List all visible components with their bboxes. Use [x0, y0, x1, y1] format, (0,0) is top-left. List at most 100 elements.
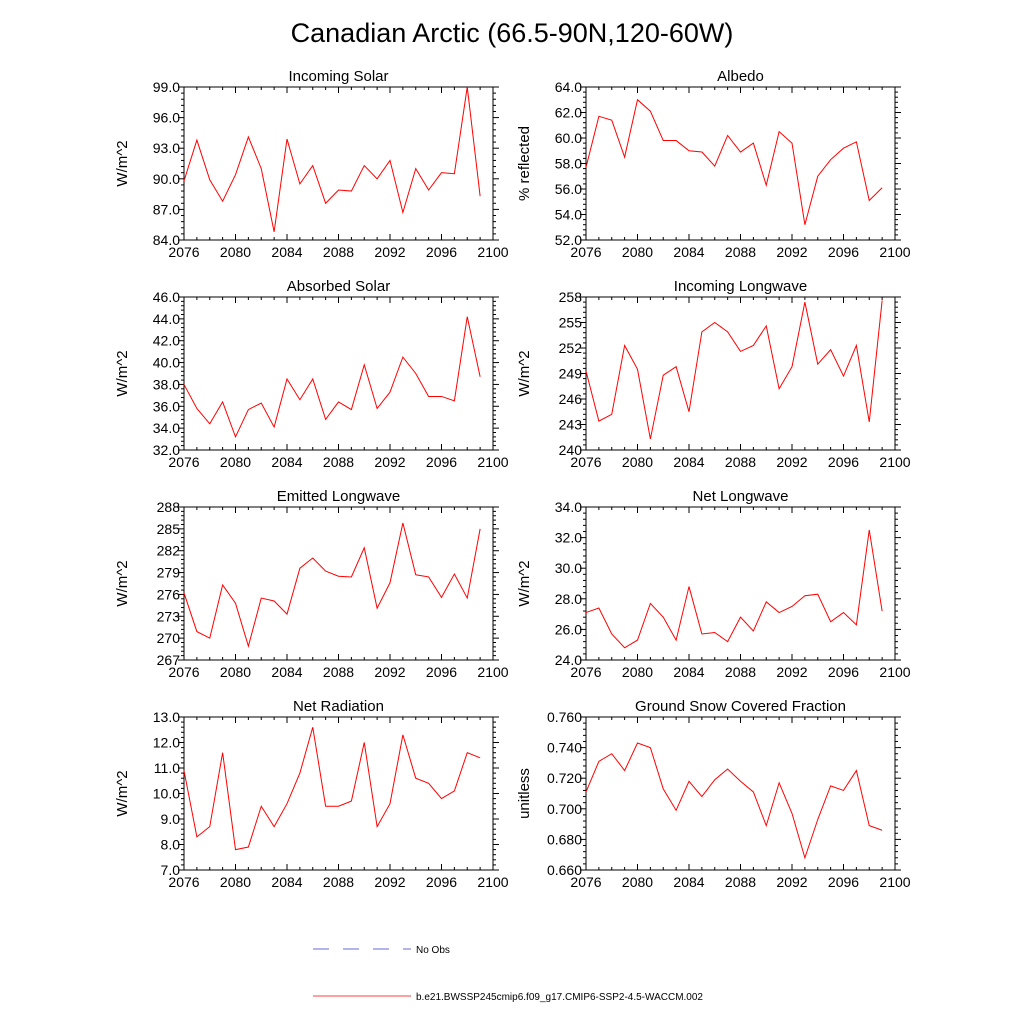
x-tick-label: 2100 — [879, 244, 910, 260]
panel-emitted-longwave: Emitted Longwave W/m^2 2076 2080 2084 2088 209… — [114, 488, 509, 680]
x-tick-label: 2100 — [879, 874, 910, 890]
y-tick-label: 32.0 — [555, 530, 582, 546]
series-line-incoming-longwave — [586, 300, 882, 439]
series-line-absorbed-solar — [184, 317, 480, 437]
y-axis-label: W/m^2 — [516, 350, 533, 396]
figure: Canadian Arctic (66.5-90N,120-60W) Incom… — [0, 0, 1024, 1024]
x-tick-label: 2092 — [374, 244, 405, 260]
plot-frame — [184, 87, 493, 240]
main-title: Canadian Arctic (66.5-90N,120-60W) — [291, 18, 734, 48]
y-tick-label: 54.0 — [555, 207, 582, 223]
plot-frame — [586, 507, 895, 660]
y-tick-label: 58.0 — [555, 156, 582, 172]
y-tick-label: 0.660 — [547, 862, 582, 878]
series-line-emitted-longwave — [184, 523, 480, 646]
x-tick-label: 2100 — [477, 454, 508, 470]
legend-model-label: b.e21.BWSSP245cmip6.f09_g17.CMIP6-SSP2-4… — [416, 992, 703, 1003]
y-tick-label: 99.0 — [153, 79, 180, 95]
legend: No Obs b.e21.BWSSP245cmip6.f09_g17.CMIP6… — [313, 945, 703, 1003]
y-tick-label: 87.0 — [153, 201, 180, 217]
y-tick-label: 28.0 — [555, 591, 582, 607]
panel-title: Absorbed Solar — [287, 278, 390, 295]
y-tick-label: 240 — [559, 442, 583, 458]
x-tick-label: 2092 — [776, 454, 807, 470]
y-tick-label: 0.680 — [547, 831, 582, 847]
x-tick-label: 2088 — [725, 664, 756, 680]
x-tick-label: 2096 — [828, 244, 859, 260]
x-tick-label: 2084 — [673, 454, 704, 470]
y-tick-label: 252 — [559, 340, 583, 356]
y-tick-label: 36.0 — [153, 398, 180, 414]
plot-frame — [586, 717, 895, 870]
y-axis-label: W/m^2 — [114, 140, 131, 186]
x-tick-label: 2100 — [879, 454, 910, 470]
plot-frame — [184, 507, 493, 660]
y-tick-label: 258 — [559, 289, 583, 305]
plot-frame — [184, 297, 493, 450]
y-tick-label: 34.0 — [153, 420, 180, 436]
x-tick-label: 2096 — [426, 874, 457, 890]
y-tick-label: 7.0 — [161, 862, 181, 878]
x-tick-label: 2088 — [725, 874, 756, 890]
y-tick-label: 8.0 — [161, 837, 181, 853]
panel-title: Emitted Longwave — [277, 488, 400, 505]
x-tick-label: 2100 — [477, 874, 508, 890]
y-tick-label: 60.0 — [555, 130, 582, 146]
y-tick-label: 46.0 — [153, 289, 180, 305]
y-tick-label: 62.0 — [555, 105, 582, 121]
x-tick-label: 2096 — [828, 454, 859, 470]
x-tick-label: 2084 — [271, 454, 302, 470]
x-tick-label: 2080 — [220, 664, 251, 680]
y-tick-label: 0.720 — [547, 770, 582, 786]
x-tick-label: 2084 — [271, 664, 302, 680]
y-tick-label: 90.0 — [153, 171, 180, 187]
x-tick-label: 2088 — [725, 244, 756, 260]
x-tick-label: 2096 — [828, 664, 859, 680]
x-tick-label: 2088 — [323, 664, 354, 680]
y-tick-label: 267 — [157, 652, 181, 668]
x-tick-label: 2100 — [477, 244, 508, 260]
x-tick-label: 2088 — [323, 874, 354, 890]
x-tick-label: 2084 — [673, 874, 704, 890]
y-tick-label: 42.0 — [153, 333, 180, 349]
x-tick-label: 2088 — [323, 454, 354, 470]
y-tick-label: 249 — [559, 366, 583, 382]
panel-incoming-longwave: Incoming LongwaveW/m^22076 2080 2084 2088 20… — [516, 278, 911, 470]
x-tick-label: 2080 — [220, 244, 251, 260]
y-axis-label: W/m^2 — [114, 560, 131, 606]
y-tick-label: 255 — [559, 315, 583, 331]
y-tick-label: 13.0 — [153, 709, 180, 725]
panel-title: Incoming Longwave — [674, 278, 807, 295]
x-tick-label: 2084 — [271, 244, 302, 260]
panel-title: Net Longwave — [693, 488, 789, 505]
y-tick-label: 273 — [157, 608, 181, 624]
x-tick-label: 2092 — [776, 244, 807, 260]
y-tick-label: 38.0 — [153, 376, 180, 392]
x-tick-label: 2080 — [622, 874, 653, 890]
series-line-albedo — [586, 100, 882, 225]
y-tick-label: 52.0 — [555, 232, 582, 248]
panel-ground-snow-covered-fraction: Ground Snow Covered Fraction unitless 2076… — [516, 698, 911, 890]
x-tick-label: 2088 — [323, 244, 354, 260]
y-tick-label: 30.0 — [555, 560, 582, 576]
panel-title: Net Radiation — [293, 698, 384, 715]
x-tick-label: 2084 — [673, 244, 704, 260]
y-tick-label: 9.0 — [161, 811, 181, 827]
legend-no-obs-label: No Obs — [416, 945, 450, 956]
panel-title: Ground Snow Covered Fraction — [635, 698, 846, 715]
plot-frame — [586, 87, 895, 240]
plot-frame — [184, 717, 493, 870]
y-tick-label: 246 — [559, 391, 583, 407]
y-axis-label: W/m^2 — [114, 350, 131, 396]
series-line-incoming-solar — [184, 87, 480, 232]
y-tick-label: 96.0 — [153, 110, 180, 126]
y-tick-label: 40.0 — [153, 355, 180, 371]
y-axis-label: % reflected — [516, 126, 533, 201]
y-tick-label: 10.0 — [153, 786, 180, 802]
y-tick-label: 270 — [157, 630, 181, 646]
y-axis-label: unitless — [516, 768, 533, 819]
panel-albedo: Albedo % reflected 2076 2080 2084 2088 2092 209… — [516, 68, 911, 260]
x-tick-label: 2092 — [374, 874, 405, 890]
panel-title: Albedo — [717, 68, 764, 85]
series-line-net-radiation — [184, 727, 480, 849]
